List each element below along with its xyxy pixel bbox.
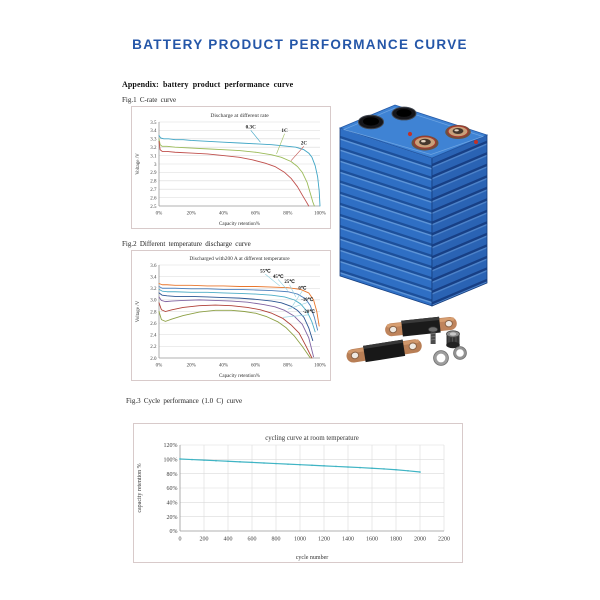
svg-text:25℃: 25℃ [284,278,295,285]
svg-text:Voltage /V: Voltage /V [136,153,141,175]
svg-text:3.0: 3.0 [150,299,157,304]
svg-text:1200: 1200 [318,537,330,543]
svg-text:2.0: 2.0 [150,357,157,362]
svg-text:2.6: 2.6 [150,322,157,327]
svg-text:cycling curve at room temperat: cycling curve at room temperature [265,435,359,442]
svg-text:80%: 80% [283,212,292,217]
svg-text:3.3: 3.3 [150,138,157,143]
svg-text:20%: 20% [167,515,178,521]
battery-top-cover-seam [342,107,485,155]
svg-text:2.6: 2.6 [150,196,157,201]
svg-text:40%: 40% [219,212,228,217]
busbar-hardware-image [346,316,467,366]
battery-terminal [411,135,439,151]
svg-text:3: 3 [154,163,157,168]
svg-text:120%: 120% [164,443,178,449]
battery-vent-cap [358,114,384,130]
fig1-chart-svg: 3.5 3.4 3.3 3.2 3.1 3 2.9 2.8 2.7 2.6 2.5 0% 20% 40% 6… [136,112,326,227]
svg-text:80%: 80% [283,364,292,369]
svg-text:1800: 1800 [390,537,402,543]
svg-text:200: 200 [200,537,209,543]
washer-icon [453,346,467,360]
bolt-icon [427,326,439,344]
svg-text:Discharged with200 A at differ: Discharged with200 A at different temper… [189,255,290,262]
svg-text:100%: 100% [314,364,326,369]
washer-icon [433,350,449,366]
svg-text:3.4: 3.4 [150,129,157,134]
svg-text:-10℃: -10℃ [301,296,313,303]
svg-text:3.1: 3.1 [150,154,157,159]
svg-text:2.2: 2.2 [150,345,157,350]
svg-text:3.2: 3.2 [150,146,157,151]
svg-text:55℃: 55℃ [260,268,271,275]
svg-text:3.6: 3.6 [150,264,157,269]
svg-text:0℃: 0℃ [298,284,306,291]
svg-text:600: 600 [248,537,257,543]
svg-text:2.4: 2.4 [150,334,157,339]
svg-text:cycle number: cycle number [296,555,328,561]
svg-text:20%: 20% [187,364,196,369]
svg-text:1000: 1000 [294,537,306,543]
appendix-heading: Appendix: battery product performance cu… [122,80,294,89]
svg-text:2.7: 2.7 [150,188,157,193]
svg-text:2.8: 2.8 [150,180,157,185]
svg-text:capacity retention %: capacity retention % [137,463,143,512]
svg-text:0%: 0% [156,364,163,369]
svg-text:2.5: 2.5 [150,205,157,210]
svg-text:60%: 60% [251,212,260,217]
busbar-strap [346,339,422,363]
svg-text:1400: 1400 [342,537,354,543]
fig3-cycle-performance-chart: 120% 100% 80% 60% 40% 20% 0% 0 200 400 600 800 1000 1… [133,423,463,563]
fig1-caption: Fig.1 C-rate curve [122,96,177,104]
svg-text:3.2: 3.2 [150,287,157,292]
battery-cell-image [338,104,489,307]
battery-vent-cap [391,106,417,121]
svg-text:1C: 1C [281,128,288,134]
svg-text:Capacity retention%: Capacity retention% [219,222,260,227]
battery-marking-dot [474,140,478,144]
battery-marking-dot [407,131,413,137]
fig2-caption: Fig.2 Different temperature discharge cu… [122,240,251,248]
battery-front-face [339,127,433,307]
svg-text:100%: 100% [164,457,178,463]
svg-text:0: 0 [179,537,182,543]
svg-text:40%: 40% [167,500,178,506]
svg-text:0%: 0% [170,529,178,535]
svg-text:45℃: 45℃ [273,273,284,280]
battery-right-face [431,134,488,307]
svg-text:Capacity retention%: Capacity retention% [219,374,260,379]
svg-text:2.8: 2.8 [150,310,157,315]
svg-text:Discharge at different rate: Discharge at different rate [210,112,269,119]
svg-text:40%: 40% [219,364,228,369]
svg-text:2000: 2000 [414,537,426,543]
svg-text:-20℃: -20℃ [303,308,315,315]
svg-text:2.9: 2.9 [150,171,157,176]
svg-text:0.3C: 0.3C [246,125,256,131]
fig2-chart-svg: 3.6 3.4 3.2 3.0 2.8 2.6 2.4 2.2 2.0 0% 20% 40% 60% 80… [136,255,326,379]
svg-text:800: 800 [272,537,281,543]
fig3-caption: Fig.3 Cycle performance (1.0 C) curve [126,397,243,405]
terminal-nut-icon [446,330,460,349]
svg-text:2200: 2200 [438,537,450,543]
fig2-temperature-discharge-chart: 3.6 3.4 3.2 3.0 2.8 2.6 2.4 2.2 2.0 0% 20% 40% 60% 80… [131,250,331,381]
svg-text:1600: 1600 [366,537,378,543]
svg-text:20%: 20% [187,212,196,217]
svg-text:3.5: 3.5 [150,121,157,126]
svg-text:3.4: 3.4 [150,275,157,280]
svg-text:2C: 2C [301,141,308,147]
svg-text:60%: 60% [167,486,178,492]
battery-terminal [445,125,471,139]
svg-text:0%: 0% [156,212,163,217]
svg-text:60%: 60% [251,364,260,369]
svg-text:400: 400 [224,537,233,543]
page-title: BATTERY PRODUCT PERFORMANCE CURVE [132,37,468,52]
svg-text:80%: 80% [167,472,178,478]
fig1-discharge-rate-chart: 3.5 3.4 3.3 3.2 3.1 3 2.9 2.8 2.7 2.6 2.5 0% 20% 40% 6… [131,106,331,229]
svg-text:100%: 100% [314,212,326,217]
fig3-chart-svg: 120% 100% 80% 60% 40% 20% 0%0 200 400 600 800 1000 1… [137,435,450,561]
svg-text:Voltage /V: Voltage /V [136,300,141,322]
